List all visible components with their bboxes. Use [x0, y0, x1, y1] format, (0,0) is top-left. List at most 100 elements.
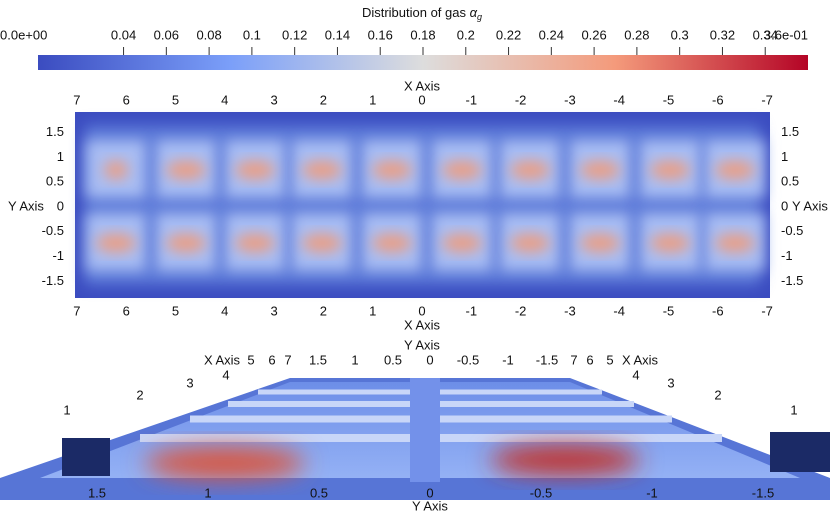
- cell-core: [580, 234, 620, 252]
- colorbar-tick-label: 0.14: [325, 27, 350, 42]
- y-tick-label: -0.5: [42, 223, 64, 238]
- cell-core: [104, 161, 128, 179]
- y-tick-label: -0.5: [781, 223, 803, 238]
- cell-core: [96, 234, 136, 252]
- colorbar-tick-label: 3.6e-01: [764, 27, 808, 42]
- y-tick-label: 1: [781, 149, 788, 164]
- colorbar-tick-label: 0.22: [496, 27, 521, 42]
- end-wall: [62, 438, 110, 476]
- cell-core: [580, 161, 620, 179]
- colorbar-tick-label: 0.32: [710, 27, 735, 42]
- cell-core: [715, 234, 755, 252]
- colorbar-tick-label: 0.1: [243, 27, 261, 42]
- x-tick-label: -4: [613, 92, 625, 107]
- colorbar-tick-label: 0.18: [410, 27, 435, 42]
- x-tick-label: 6: [123, 303, 130, 318]
- cell-core: [650, 161, 690, 179]
- x-axis-title: X Axis: [404, 78, 441, 93]
- axis-label: 7: [570, 352, 577, 367]
- axis-label: 5: [247, 352, 254, 367]
- cell-core: [442, 234, 482, 252]
- axis-label: 1: [351, 352, 358, 367]
- cell-core: [235, 161, 275, 179]
- x-tick-label: -6: [712, 92, 724, 107]
- x-tick-label: 5: [172, 303, 179, 318]
- colorbar-tick-label: 0.34: [753, 27, 778, 42]
- y-tick-label: 0.5: [46, 174, 64, 189]
- x-axis-title: X Axis: [404, 317, 441, 332]
- x-tick-label: -5: [663, 303, 675, 318]
- axis-label: 1.5: [88, 485, 106, 500]
- x-tick-label: 1: [369, 92, 376, 107]
- cell-core: [372, 161, 412, 179]
- colorbar-tick-label: 0.16: [368, 27, 393, 42]
- cell-core: [650, 234, 690, 252]
- x-tick-label: -6: [712, 303, 724, 318]
- y-tick-label: 1.5: [46, 124, 64, 139]
- axis-label: 1: [790, 402, 797, 417]
- x-tick-label: -7: [761, 303, 773, 318]
- x-tick-label: -3: [564, 92, 576, 107]
- y-tick-label: -1.5: [42, 273, 64, 288]
- y-tick-label: 1.5: [781, 124, 799, 139]
- colorbar-tick-label: 0.3: [671, 27, 689, 42]
- y-tick-label: 0: [781, 198, 788, 213]
- cell-core: [510, 161, 550, 179]
- cell-core: [302, 234, 342, 252]
- y-tick-label: 1: [57, 149, 64, 164]
- colorbar-title: Distribution of gas αg: [362, 5, 482, 22]
- colorbar-tick-label: 0.0e+00: [0, 27, 47, 42]
- axis-label: -0.5: [530, 485, 552, 500]
- cell-core: [235, 234, 275, 252]
- axis-label: 6: [586, 352, 593, 367]
- title-symbol: α: [470, 5, 478, 20]
- y-tick-label: -1: [781, 248, 793, 263]
- axis-label: 7: [284, 352, 291, 367]
- x-tick-label: 1: [369, 303, 376, 318]
- axis-label: -1.5: [536, 352, 558, 367]
- cell-core: [510, 234, 550, 252]
- x-tick-label: 6: [123, 92, 130, 107]
- colorbar-tick-label: 0.2: [457, 27, 475, 42]
- axis-label: 5: [606, 352, 613, 367]
- axis-label: 0: [426, 352, 433, 367]
- axis-label: 3: [667, 375, 674, 390]
- axis-label: 1: [204, 485, 211, 500]
- x-tick-label: -2: [515, 303, 527, 318]
- axis-label: 0: [426, 485, 433, 500]
- colorbar-tick-label: 0.24: [539, 27, 564, 42]
- cell-core: [372, 234, 412, 252]
- center-divider: [410, 378, 440, 482]
- cell-core: [715, 161, 755, 179]
- axis-label: 1.5: [309, 352, 327, 367]
- axis-label: -0.5: [457, 352, 479, 367]
- x-tick-label: 2: [320, 303, 327, 318]
- axis-label: 4: [222, 367, 229, 382]
- axis-label: -1.5: [752, 485, 774, 500]
- axis-label: -1: [502, 352, 514, 367]
- colorbar: [38, 55, 808, 70]
- x-tick-label: -1: [466, 92, 478, 107]
- x-tick-label: 7: [73, 92, 80, 107]
- top-view: [75, 112, 770, 298]
- y-tick-label: -1: [52, 248, 64, 263]
- x-tick-label: 0: [418, 303, 425, 318]
- axis-label: 1: [63, 402, 70, 417]
- colorbar-tick-label: 0.28: [624, 27, 649, 42]
- cell-core: [442, 161, 482, 179]
- x-tick-label: -2: [515, 92, 527, 107]
- x-tick-label: 4: [221, 92, 228, 107]
- x-tick-label: 2: [320, 92, 327, 107]
- x-tick-label: 0: [418, 92, 425, 107]
- axis-label: 0.5: [384, 352, 402, 367]
- y-axis-title: Y Axis: [792, 198, 828, 213]
- x-tick-label: 3: [270, 92, 277, 107]
- colorbar-tick-label: 0.08: [196, 27, 221, 42]
- axis-label: X Axis: [204, 352, 241, 367]
- cell-core: [166, 161, 206, 179]
- axis-label: -1: [646, 485, 658, 500]
- axis-label: 2: [136, 387, 143, 402]
- axis-label: 3: [186, 375, 193, 390]
- y-tick-label: -1.5: [781, 273, 803, 288]
